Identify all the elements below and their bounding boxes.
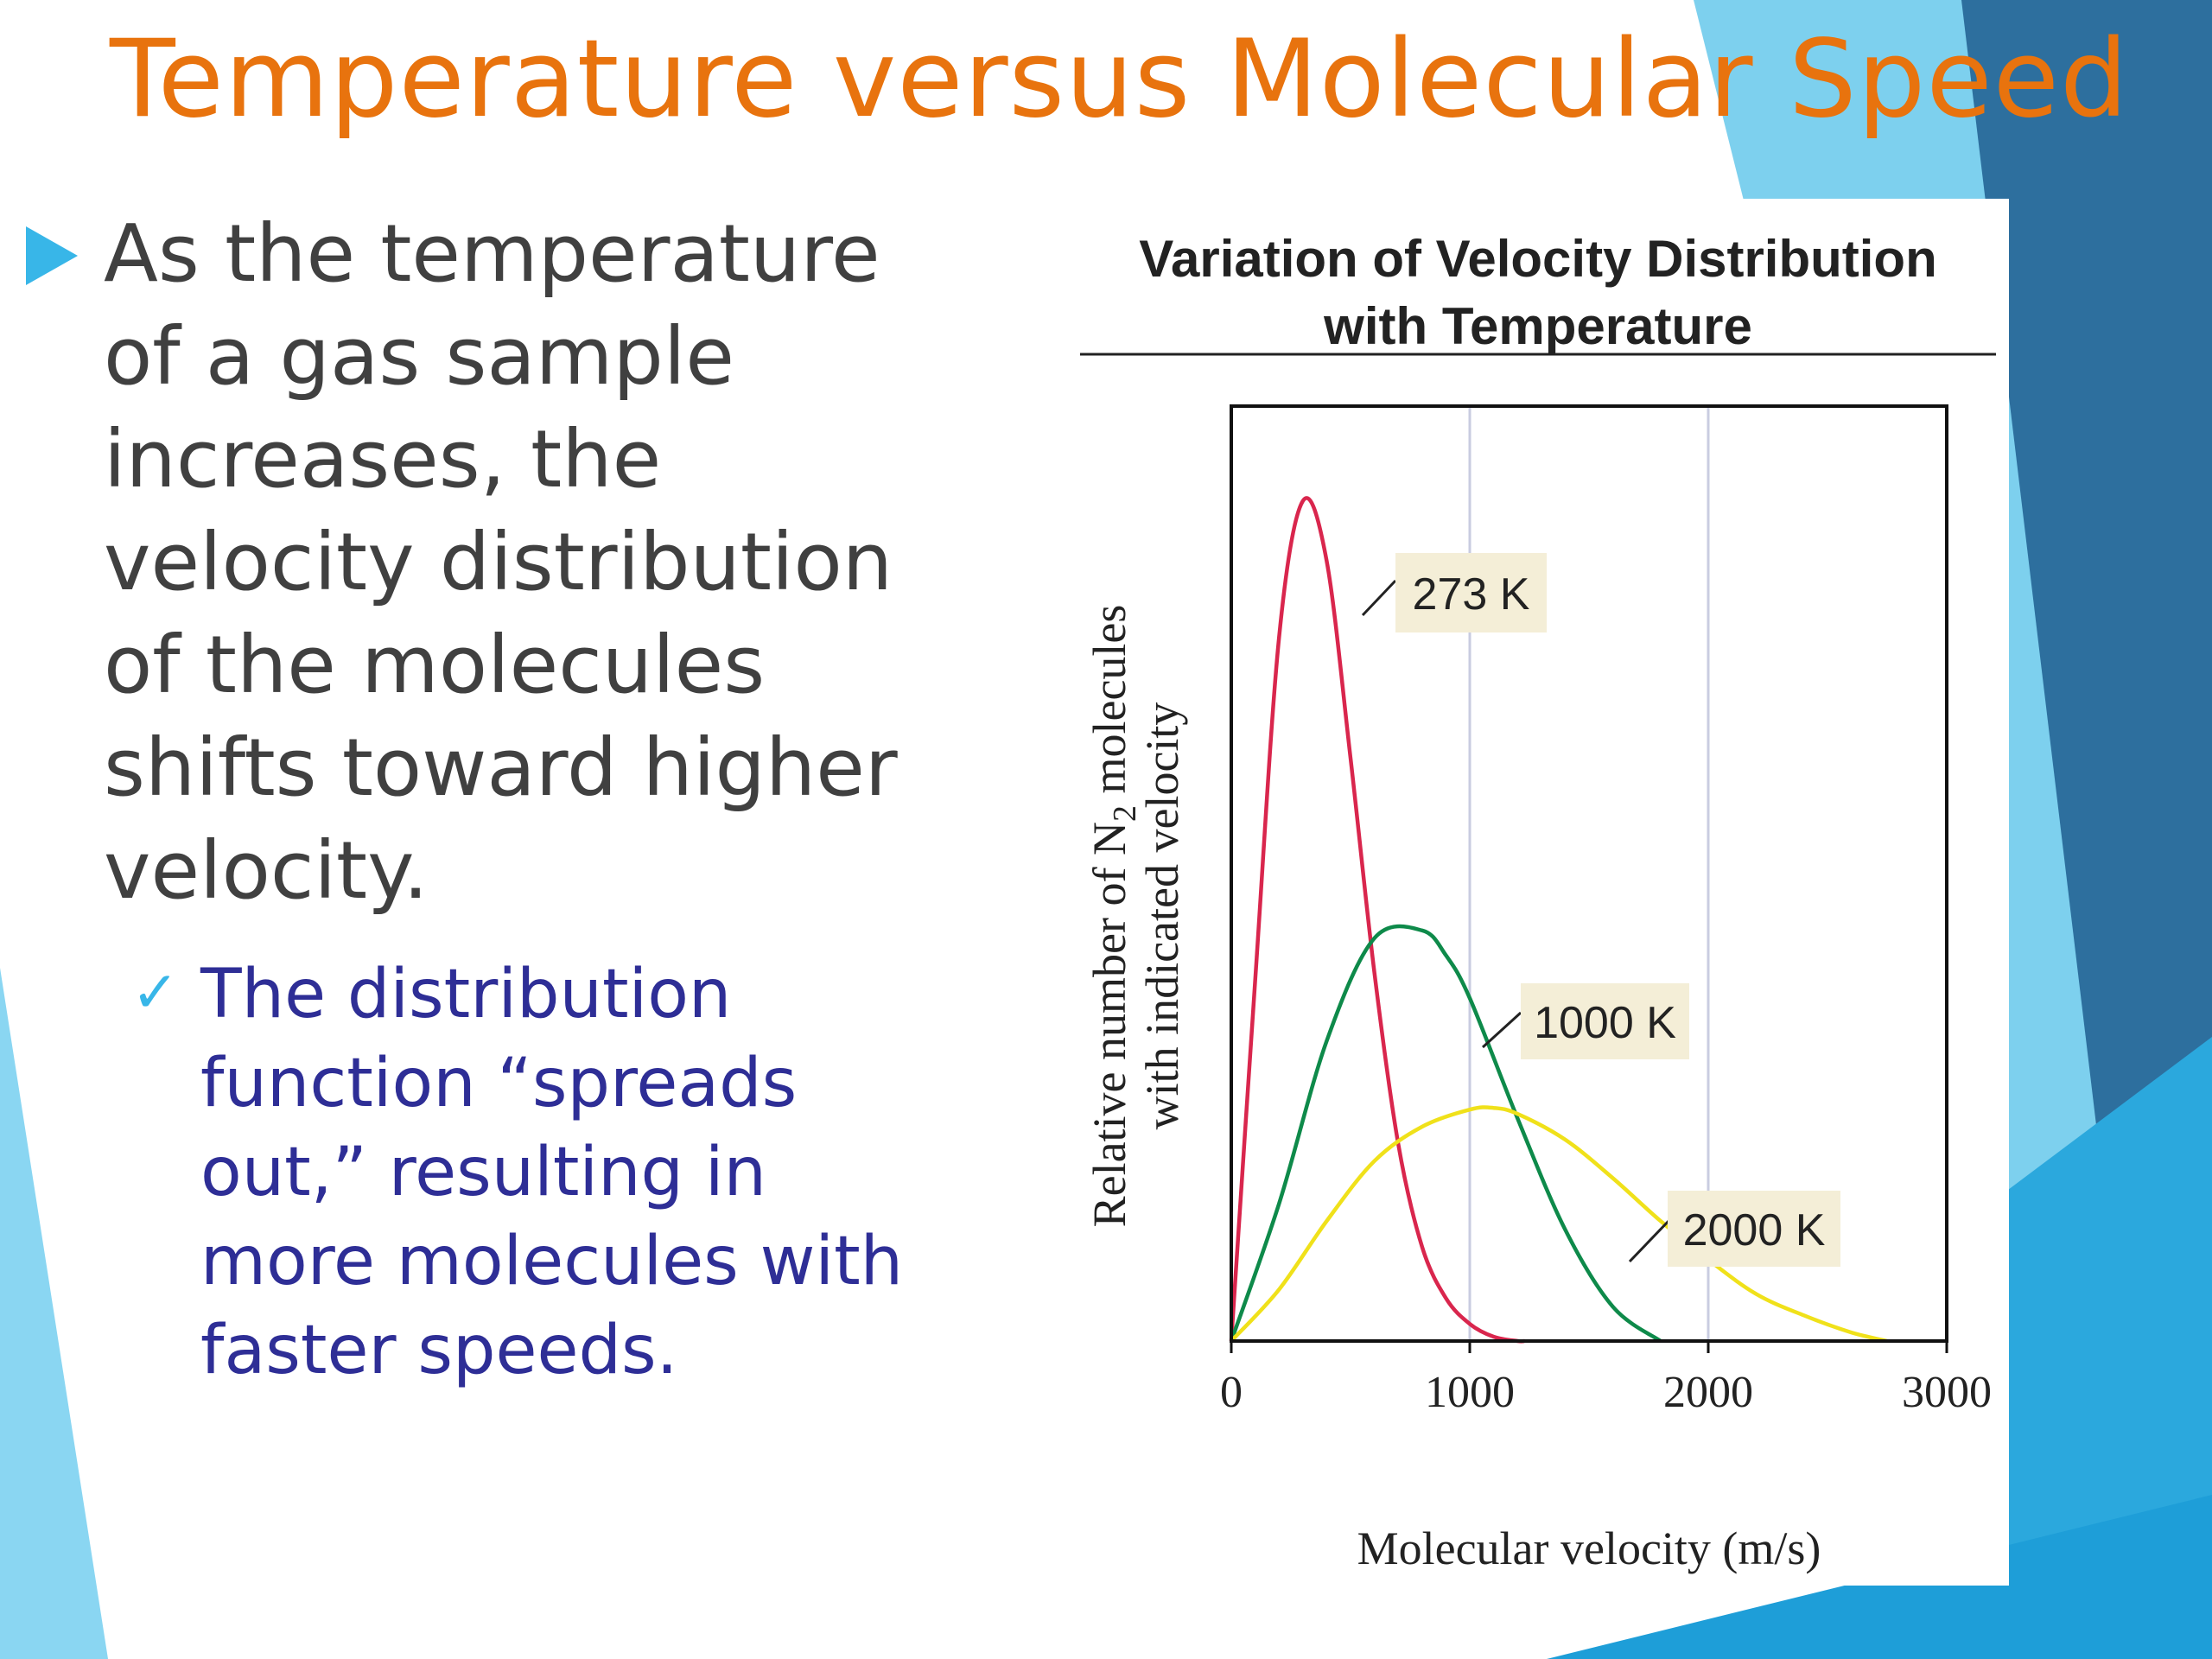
x-tick-label: 2000 [1663, 1368, 1753, 1417]
curve-layer [1229, 496, 1888, 1344]
bg-shape-midblue-right [1979, 1037, 2212, 1659]
series-label: 1000 K [1534, 998, 1676, 1048]
checkmark-icon: ✓ [131, 959, 180, 1026]
chart-title-line2: with Temperature [1323, 297, 1752, 355]
y-axis-label-line1: Relative number of N2 molecules [1084, 605, 1143, 1228]
velocity-distribution-chart: Variation of Velocity Distribution with T… [1080, 230, 1996, 1574]
y-axis-label-sub: 2 [1107, 805, 1143, 822]
slide-title: Temperature versus Molecular Speed [110, 17, 2129, 142]
series-label: 2000 K [1683, 1205, 1826, 1255]
label-leader [1481, 1011, 1522, 1049]
y-axis-label-suffix: molecules [1084, 605, 1135, 805]
bullet-arrow-icon [26, 226, 78, 285]
y-axis-label-line2: with indicated velocity [1136, 702, 1188, 1130]
tick-layer: 0 1000 2000 3000 [1220, 1341, 1992, 1417]
label-leader [1628, 1217, 1673, 1263]
chart-panel: Variation of Velocity Distribution with T… [1046, 199, 2009, 1586]
bullet-text: As the temperature of a gas sample incre… [104, 207, 898, 917]
series-line-1000-k [1229, 924, 1662, 1343]
x-tick-label: 0 [1220, 1368, 1243, 1417]
series-line-273-k [1229, 496, 1525, 1344]
label-leader [1361, 579, 1397, 617]
x-axis-label: Molecular velocity (m/s) [1357, 1522, 1821, 1574]
label-box [1668, 1191, 1840, 1267]
chart-title-line1: Variation of Velocity Distribution [1139, 230, 1936, 288]
series-label: 273 K [1413, 569, 1530, 620]
chart-title: Variation of Velocity Distribution with T… [1139, 230, 1936, 355]
label-layer: 273 K 1000 K 2000 K [1361, 553, 1840, 1267]
label-box [1395, 553, 1547, 632]
y-axis-label-prefix: Relative number of N [1084, 822, 1135, 1227]
series-line-2000-k [1230, 1105, 1888, 1344]
label-box [1521, 983, 1689, 1059]
x-tick-label: 1000 [1425, 1368, 1515, 1417]
x-tick-label: 3000 [1902, 1368, 1992, 1417]
plot-frame [1230, 404, 1948, 1343]
sub-bullet-text: The distribution function “spreads out,”… [200, 956, 904, 1389]
bg-shape-left [0, 968, 108, 1659]
